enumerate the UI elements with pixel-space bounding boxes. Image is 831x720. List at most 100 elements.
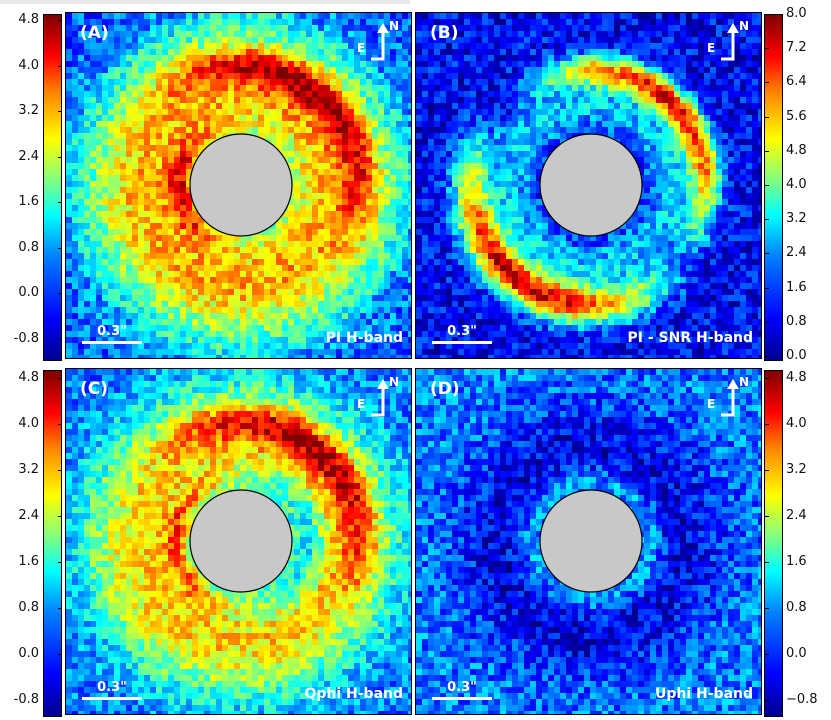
colorbar-tick-mark <box>58 378 62 379</box>
colorbar-tick-mark <box>765 48 769 50</box>
scale-bar: 0.3" <box>432 324 492 344</box>
colorbar-tick-label: 0.8 <box>18 239 39 255</box>
colorbar-tick-label: 0.8 <box>786 600 807 615</box>
colorbar-tick-label: 2.4 <box>786 245 807 261</box>
colorbar-tick-mark <box>58 20 62 21</box>
colorbar-tick-mark <box>58 293 62 294</box>
colorbar-tick-label: 5.6 <box>786 108 807 124</box>
colorbar-tick-mark <box>765 700 769 701</box>
colorbar-tick-label: 0.8 <box>18 600 39 615</box>
colorbar-tick-mark <box>58 608 62 609</box>
colorbar-tick-mark <box>765 219 769 221</box>
colorbar-tick-label: 4.0 <box>786 416 807 431</box>
colorbar-tick-label: 4.0 <box>786 177 807 192</box>
scale-label: 0.3" <box>447 680 477 695</box>
panel-label: (C) <box>80 379 109 399</box>
colorbar-tick-label: 2.4 <box>18 148 39 164</box>
colorbar-tick-label: 4.8 <box>786 370 807 385</box>
colorbar-tick-label: 3.2 <box>18 103 39 118</box>
colorbar-tick-label: 2.4 <box>786 508 807 523</box>
colorbar-tick-mark <box>765 150 769 152</box>
colorbar-tick-mark <box>765 378 769 379</box>
colorbar-tick-label: 0.0 <box>18 646 39 661</box>
compass: E N <box>355 19 405 65</box>
compass-east: E <box>357 41 366 55</box>
compass-arrow-icon <box>371 379 389 417</box>
colorbar-tick-mark <box>765 116 769 118</box>
colorbar-tick-label: 0.0 <box>786 348 807 363</box>
scale-line <box>82 697 142 700</box>
colorbar-tick-label: 1.6 <box>18 554 39 569</box>
coronagraph-mask <box>189 489 293 593</box>
compass-north: N <box>389 19 400 33</box>
colorbar-tick-mark <box>765 608 769 609</box>
coronagraph-mask <box>539 489 643 593</box>
colorbar-tick-mark <box>58 202 62 203</box>
scale-line <box>432 697 492 700</box>
scale-label: 0.3" <box>97 324 127 339</box>
colorbar-tick-label: 4.8 <box>18 12 39 27</box>
image-map <box>416 369 761 714</box>
colorbar-tick-mark <box>58 156 62 158</box>
panel-c: (C) E N 0.3" Qphi H-band <box>65 368 412 715</box>
compass: E N <box>705 19 755 65</box>
compass-arrow-icon <box>721 379 739 417</box>
compass-east: E <box>707 41 716 55</box>
colorbar-tick-label: -0.8 <box>13 330 39 346</box>
compass-arrow-icon <box>371 23 389 61</box>
panel-name: Uphi H-band <box>654 686 753 702</box>
coronagraph-mask <box>539 133 643 237</box>
colorbar-tick-mark <box>765 253 769 255</box>
colorbar-tick-mark <box>765 14 769 15</box>
colorbar-tick-label: 6.4 <box>786 74 807 90</box>
colorbar-tick-label: 1.6 <box>18 194 39 209</box>
colorbar-tick-label: 2.4 <box>18 508 39 523</box>
compass-east: E <box>357 397 366 411</box>
colorbar-tick-mark <box>58 470 62 471</box>
colorbar-tick-mark <box>765 470 769 471</box>
colorbar-bottom-left <box>43 370 62 717</box>
colorbar-tick-mark <box>765 185 769 186</box>
colorbar-tick-mark <box>765 321 769 323</box>
colorbar-tick-label: 3.2 <box>18 462 39 477</box>
scale-label: 0.3" <box>97 680 127 695</box>
scale-label: 0.3" <box>447 324 477 339</box>
panel-label: (B) <box>430 23 459 43</box>
colorbar-tick-label: 3.2 <box>786 462 807 477</box>
panel-name: PI H-band <box>325 330 403 346</box>
colorbar-tick-mark <box>58 65 62 67</box>
colorbar-tick-label: −0.8 <box>786 692 818 707</box>
compass-north: N <box>739 375 750 389</box>
colorbar-tick-label: 1.6 <box>786 554 807 569</box>
panel-label: (A) <box>80 23 109 43</box>
image-map <box>416 13 761 358</box>
compass-arrow-icon <box>721 23 739 61</box>
colorbar-tick-label: 8.0 <box>786 6 807 21</box>
colorbar-tick-mark <box>58 424 62 425</box>
scale-bar: 0.3" <box>82 680 142 700</box>
colorbar-tick-mark <box>58 700 62 701</box>
colorbar-tick-mark <box>765 654 769 655</box>
panel-a: (A) E N 0.3" PI H-band <box>65 12 412 359</box>
colorbar-tick-label: 4.8 <box>18 370 39 385</box>
compass: E N <box>355 375 405 421</box>
colorbar-tick-mark <box>58 111 62 112</box>
colorbar-tick-mark <box>765 356 769 357</box>
panel-name: Qphi H-band <box>304 686 403 702</box>
colorbar-tick-label: 0.0 <box>786 646 807 661</box>
panel-b: (B) E N 0.3" PI - SNR H-band <box>415 12 762 359</box>
colorbar-tick-mark <box>765 562 769 563</box>
colorbar-tick-label: 0.8 <box>786 313 807 329</box>
colorbar-tick-label: 7.2 <box>786 40 807 56</box>
scale-bar: 0.3" <box>432 680 492 700</box>
colorbar-bottom-right <box>764 370 783 717</box>
compass-east: E <box>707 397 716 411</box>
panel-label: (D) <box>430 379 460 399</box>
scale-line <box>432 341 492 344</box>
compass: E N <box>705 375 755 421</box>
colorbar-tick-label: 4.0 <box>18 57 39 73</box>
scale-bar: 0.3" <box>82 324 142 344</box>
colorbar-tick-label: 4.0 <box>18 416 39 431</box>
colorbar-tick-mark <box>58 516 62 517</box>
colorbar-tick-label: 1.6 <box>786 279 807 295</box>
